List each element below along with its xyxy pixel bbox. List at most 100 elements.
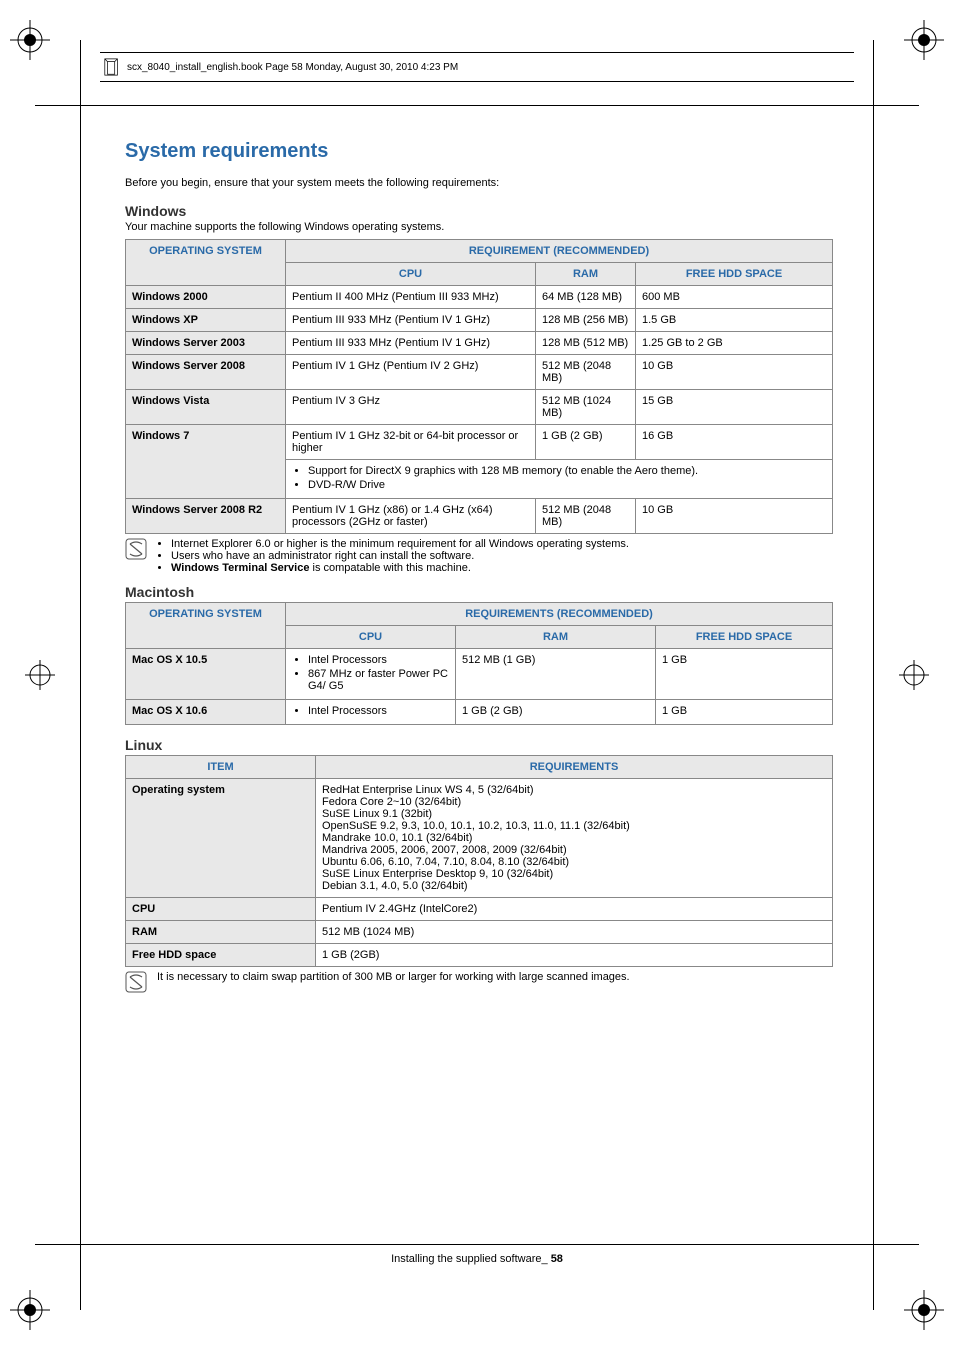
cell-hdd: 10 GB: [636, 355, 833, 390]
cell-cpu: Pentium IV 1 GHz (Pentium IV 2 GHz): [286, 355, 536, 390]
windows-footnotes: Internet Explorer 6.0 or higher is the m…: [125, 538, 833, 574]
th-os: OPERATING SYSTEM: [126, 240, 286, 286]
cell-ram: 1 GB (2 GB): [456, 700, 656, 725]
crop-rule: [873, 40, 874, 1310]
note-icon: [125, 971, 147, 993]
cell-notes: Support for DirectX 9 graphics with 128 …: [286, 460, 833, 499]
cell-cpu: Intel Processors: [286, 700, 456, 725]
cell-req: 512 MB (1024 MB): [316, 921, 833, 944]
cell-os: Windows 2000: [126, 286, 286, 309]
cell-os: Windows Server 2008: [126, 355, 286, 390]
th-cpu: CPU: [286, 263, 536, 286]
registration-mark-icon: [25, 660, 55, 690]
book-icon: [103, 57, 121, 77]
cell-ram: 1 GB (2 GB): [536, 425, 636, 460]
cell-hdd: 1 GB: [656, 649, 833, 700]
cell-ram: 512 MB (1 GB): [456, 649, 656, 700]
cell-hdd: 1.25 GB to 2 GB: [636, 332, 833, 355]
cell-os: Mac OS X 10.6: [126, 700, 286, 725]
cell-cpu: Pentium III 933 MHz (Pentium IV 1 GHz): [286, 332, 536, 355]
crop-rule: [80, 40, 81, 1310]
list-item: Intel Processors: [308, 654, 449, 666]
list-item: DVD-R/W Drive: [308, 479, 826, 491]
cell-req: RedHat Enterprise Linux WS 4, 5 (32/64bi…: [316, 779, 833, 898]
cell-cpu: Pentium IV 1 GHz (x86) or 1.4 GHz (x64) …: [286, 499, 536, 534]
cell-os: Windows Server 2008 R2: [126, 499, 286, 534]
cell-item: Operating system: [126, 779, 316, 898]
table-row: Windows 2000 Pentium II 400 MHz (Pentium…: [126, 286, 833, 309]
note-icon: [125, 538, 147, 560]
cell-os: Windows Vista: [126, 390, 286, 425]
footer-page: 58: [551, 1253, 563, 1265]
table-row: Operating system RedHat Enterprise Linux…: [126, 779, 833, 898]
cell-item: CPU: [126, 898, 316, 921]
linux-footnote-text: It is necessary to claim swap partition …: [153, 971, 630, 983]
cell-hdd: 16 GB: [636, 425, 833, 460]
windows-subtext: Your machine supports the following Wind…: [125, 221, 833, 233]
page-footer: Installing the supplied software_ 58: [0, 1253, 954, 1265]
cell-ram: 512 MB (2048 MB): [536, 355, 636, 390]
cell-item: Free HDD space: [126, 944, 316, 967]
cell-cpu: Intel Processors 867 MHz or faster Power …: [286, 649, 456, 700]
th-cpu: CPU: [286, 626, 456, 649]
running-header-text: scx_8040_install_english.book Page 58 Mo…: [127, 62, 458, 73]
th-hdd: FREE HDD SPACE: [636, 263, 833, 286]
cell-item: RAM: [126, 921, 316, 944]
cell-cpu: Pentium IV 3 GHz: [286, 390, 536, 425]
list-item: Windows Terminal Service is compatable w…: [171, 562, 629, 574]
th-req: REQUIREMENTS (RECOMMENDED): [286, 603, 833, 626]
table-row: CPU Pentium IV 2.4GHz (IntelCore2): [126, 898, 833, 921]
windows-table: OPERATING SYSTEM REQUIREMENT (RECOMMENDE…: [125, 239, 833, 534]
table-row: Windows Server 2008 Pentium IV 1 GHz (Pe…: [126, 355, 833, 390]
th-item: ITEM: [126, 756, 316, 779]
cell-ram: 128 MB (512 MB): [536, 332, 636, 355]
running-header: scx_8040_install_english.book Page 58 Mo…: [100, 52, 854, 82]
linux-heading: Linux: [125, 737, 833, 753]
table-row: Mac OS X 10.5 Intel Processors 867 MHz or…: [126, 649, 833, 700]
list-item: Intel Processors: [308, 705, 449, 717]
list-item: Internet Explorer 6.0 or higher is the m…: [171, 538, 629, 550]
cell-cpu: Pentium IV 1 GHz 32-bit or 64-bit proces…: [286, 425, 536, 460]
crop-mark-icon: [904, 20, 944, 60]
cell-ram: 128 MB (256 MB): [536, 309, 636, 332]
cell-hdd: 600 MB: [636, 286, 833, 309]
registration-mark-icon: [899, 660, 929, 690]
cell-hdd: 1 GB: [656, 700, 833, 725]
cell-os: Mac OS X 10.5: [126, 649, 286, 700]
section-title: System requirements: [125, 140, 833, 163]
table-row: Free HDD space 1 GB (2GB): [126, 944, 833, 967]
crop-mark-icon: [904, 1290, 944, 1330]
cell-os: Windows Server 2003: [126, 332, 286, 355]
th-os: OPERATING SYSTEM: [126, 603, 286, 649]
crop-mark-icon: [10, 20, 50, 60]
table-row: Windows 7 Pentium IV 1 GHz 32-bit or 64-…: [126, 425, 833, 460]
mac-heading: Macintosh: [125, 584, 833, 600]
table-row: Windows XP Pentium III 933 MHz (Pentium …: [126, 309, 833, 332]
cell-os: Windows XP: [126, 309, 286, 332]
cell-ram: 64 MB (128 MB): [536, 286, 636, 309]
th-req: REQUIREMENTS: [316, 756, 833, 779]
footer-text: Installing the supplied software: [391, 1253, 541, 1265]
footer-sep: _: [542, 1253, 551, 1265]
table-row: Windows Server 2003 Pentium III 933 MHz …: [126, 332, 833, 355]
cell-req: Pentium IV 2.4GHz (IntelCore2): [316, 898, 833, 921]
windows-heading: Windows: [125, 203, 833, 219]
table-row: Mac OS X 10.6 Intel Processors 1 GB (2 G…: [126, 700, 833, 725]
th-ram: RAM: [536, 263, 636, 286]
cell-cpu: Pentium II 400 MHz (Pentium III 933 MHz): [286, 286, 536, 309]
cell-hdd: 1.5 GB: [636, 309, 833, 332]
linux-table: ITEM REQUIREMENTS Operating system RedHa…: [125, 755, 833, 967]
cell-cpu: Pentium III 933 MHz (Pentium IV 1 GHz): [286, 309, 536, 332]
crop-rule: [35, 1244, 919, 1245]
table-row: Windows Vista Pentium IV 3 GHz 512 MB (1…: [126, 390, 833, 425]
linux-footnote: It is necessary to claim swap partition …: [125, 971, 833, 993]
th-req: REQUIREMENT (RECOMMENDED): [286, 240, 833, 263]
mac-table: OPERATING SYSTEM REQUIREMENTS (RECOMMEND…: [125, 602, 833, 725]
intro-text: Before you begin, ensure that your syste…: [125, 177, 833, 189]
cell-ram: 512 MB (2048 MB): [536, 499, 636, 534]
list-item: 867 MHz or faster Power PC G4/ G5: [308, 668, 449, 692]
table-row: RAM 512 MB (1024 MB): [126, 921, 833, 944]
crop-mark-icon: [10, 1290, 50, 1330]
cell-hdd: 15 GB: [636, 390, 833, 425]
th-ram: RAM: [456, 626, 656, 649]
